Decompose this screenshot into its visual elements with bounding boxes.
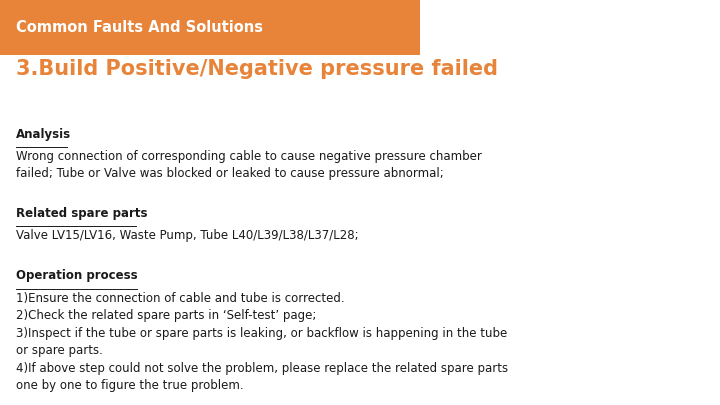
Text: Common Faults And Solutions: Common Faults And Solutions <box>16 20 263 35</box>
FancyBboxPatch shape <box>0 0 420 55</box>
Text: 3.Build Positive/Negative pressure failed: 3.Build Positive/Negative pressure faile… <box>16 59 498 79</box>
Text: Operation process: Operation process <box>16 269 142 282</box>
Text: 1)Ensure the connection of cable and tube is corrected.
2)Check the related spar: 1)Ensure the connection of cable and tub… <box>16 292 508 392</box>
Text: Wrong connection of corresponding cable to cause negative pressure chamber
faile: Wrong connection of corresponding cable … <box>16 150 482 180</box>
Text: Related spare parts: Related spare parts <box>16 207 151 220</box>
Text: Valve LV15/LV16, Waste Pump, Tube L40/L39/L38/L37/L28;: Valve LV15/LV16, Waste Pump, Tube L40/L3… <box>16 229 359 242</box>
Text: Analysis: Analysis <box>16 128 71 141</box>
